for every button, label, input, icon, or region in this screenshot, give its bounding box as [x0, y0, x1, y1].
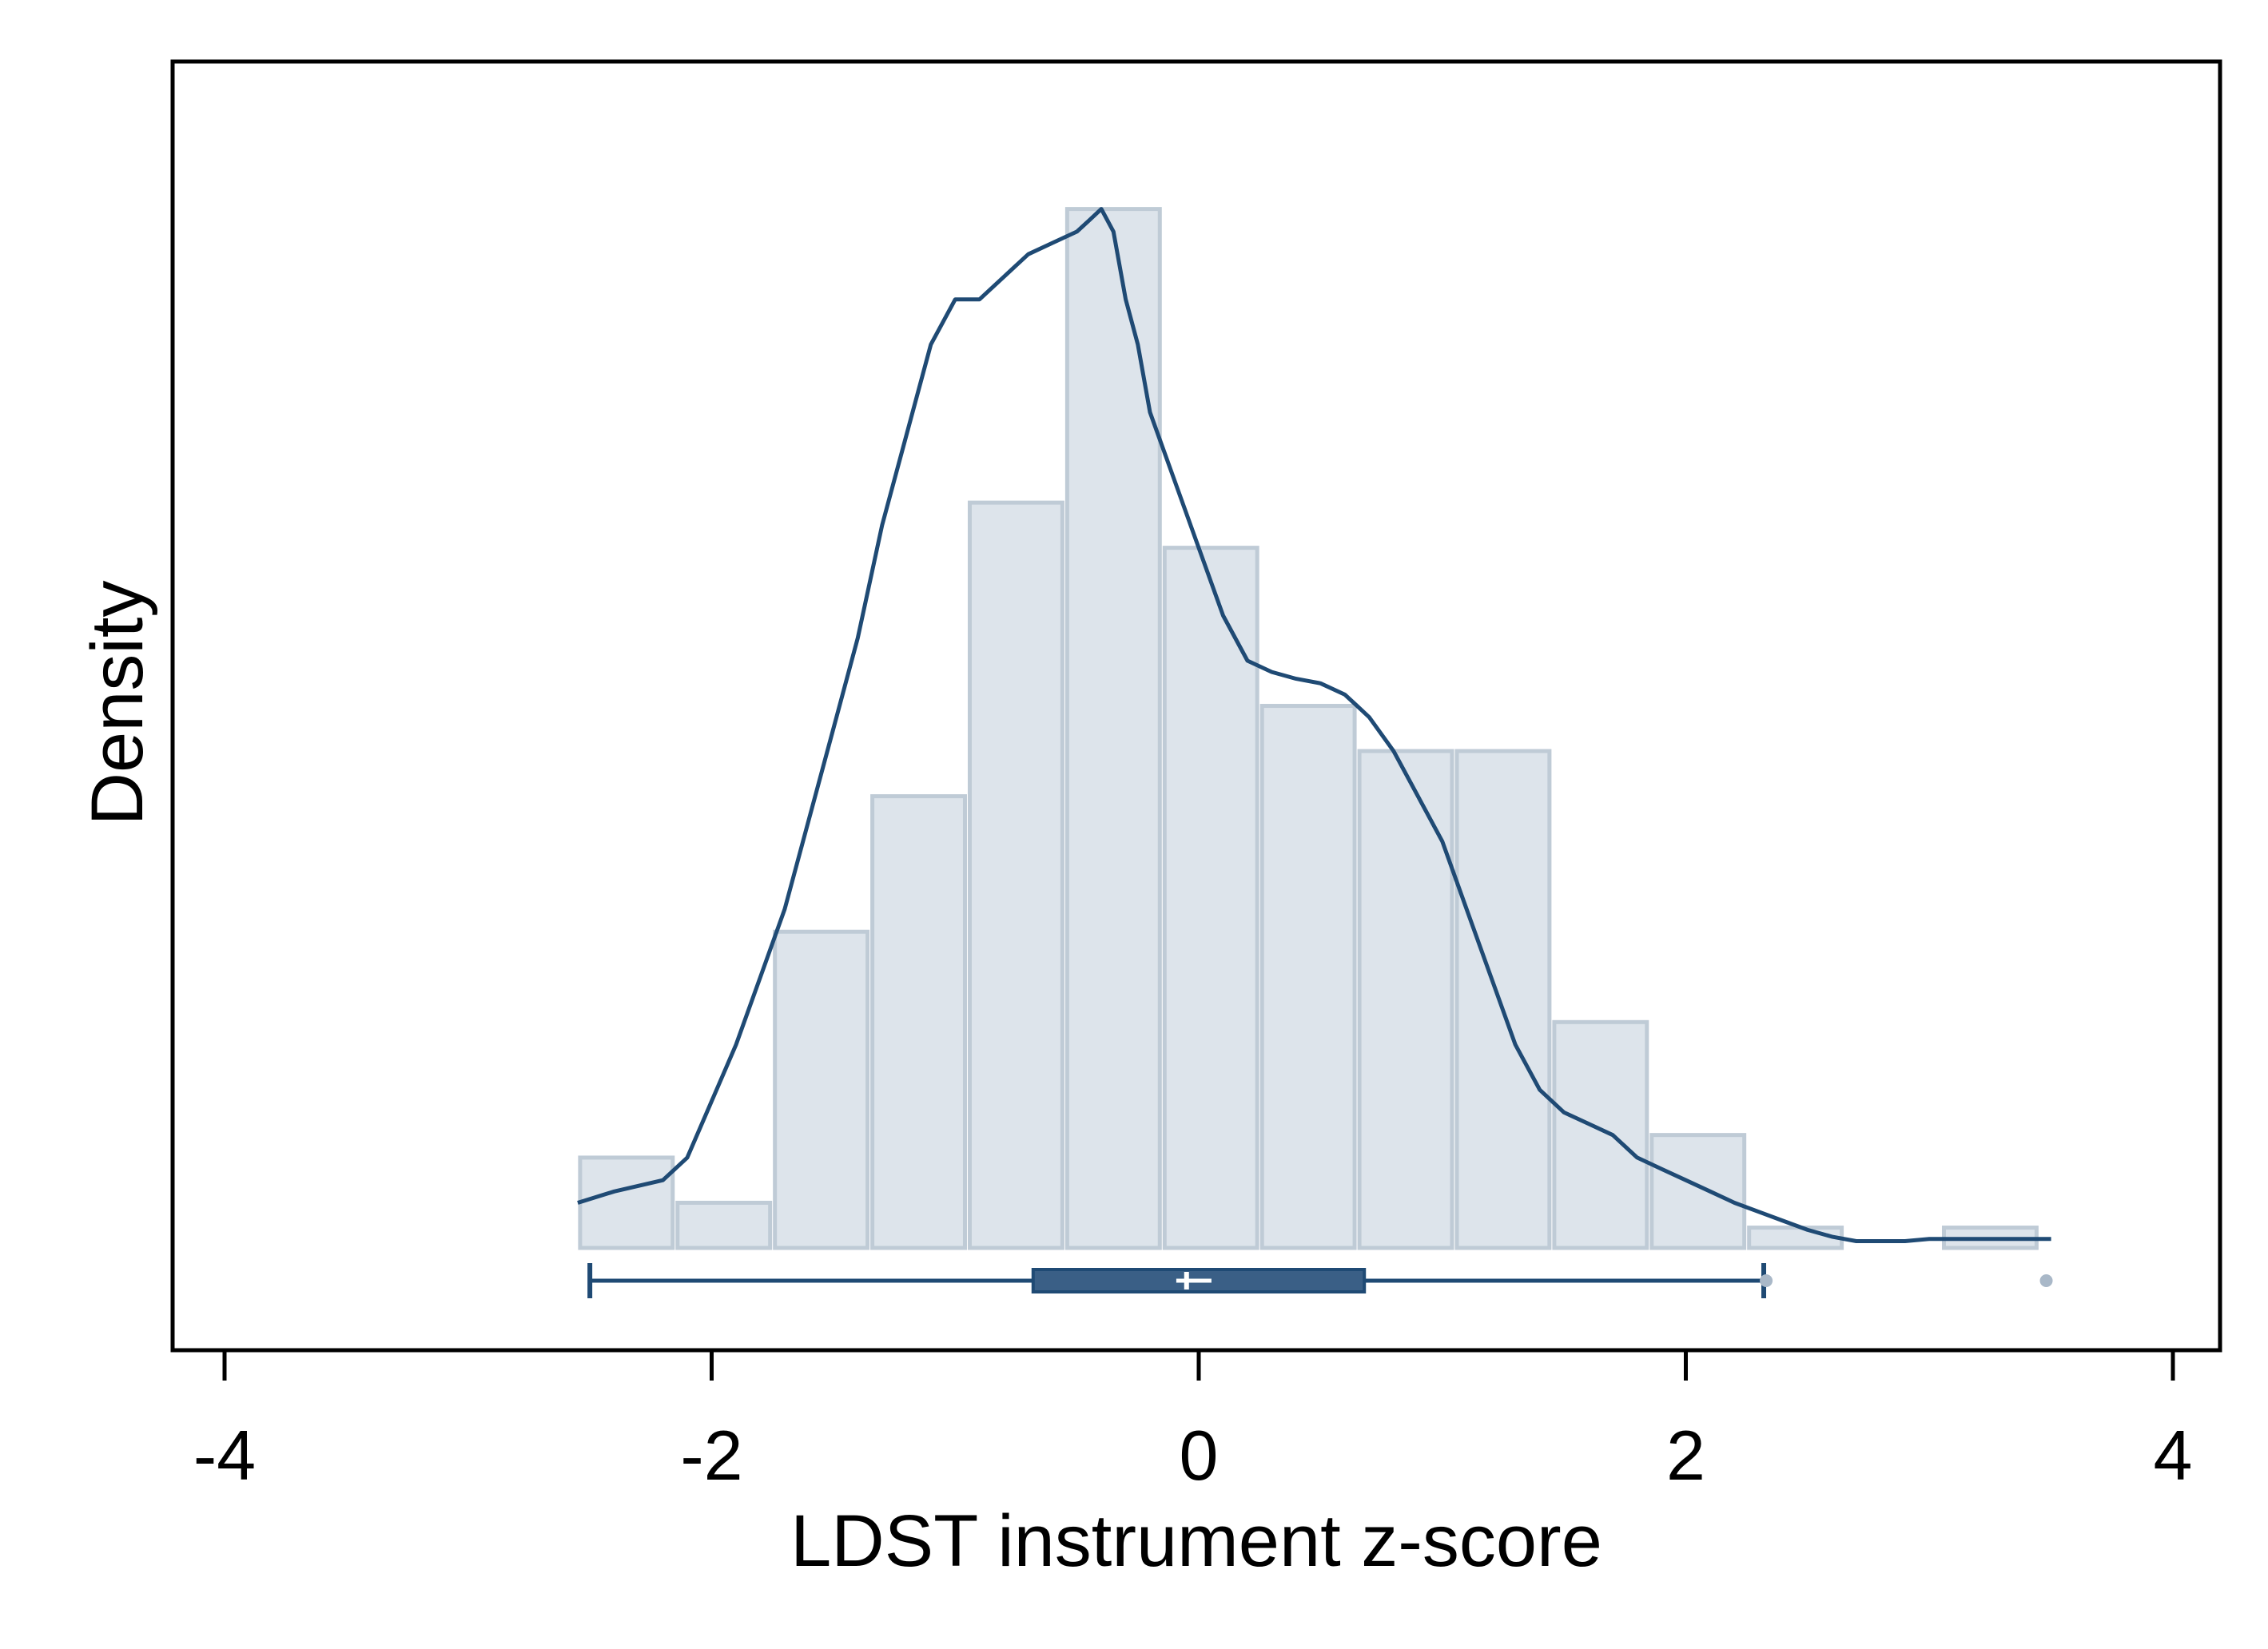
- histogram-bar: [1064, 207, 1162, 1250]
- outlier-point: [1760, 1274, 1773, 1287]
- outlier-point: [2039, 1274, 2053, 1287]
- histogram-bar: [1747, 1226, 1844, 1250]
- x-tick-label: 2: [1666, 1416, 1705, 1495]
- x-tick-label: 0: [1180, 1416, 1219, 1495]
- kde-line: [577, 207, 2051, 1243]
- x-axis: -4 -2 0 2 4: [171, 1348, 2222, 1495]
- boxplot: [587, 1263, 2053, 1298]
- histogram-bar: [1162, 546, 1259, 1250]
- histogram-bar: [967, 500, 1064, 1250]
- histogram-bar: [1259, 704, 1357, 1250]
- histogram-bar: [1357, 749, 1454, 1250]
- histogram-bar: [1454, 749, 1552, 1250]
- y-axis-title: Density: [77, 581, 158, 826]
- histogram-bars: [578, 207, 2039, 1250]
- density-curve-layer: [577, 207, 2051, 1243]
- x-tick-label: -2: [680, 1416, 742, 1495]
- x-tick-label: 4: [2154, 1416, 2193, 1495]
- histogram-bar: [1649, 1133, 1747, 1250]
- histogram-bar: [578, 1155, 675, 1250]
- x-axis-title: LDST instrument z-score: [790, 1500, 1602, 1582]
- histogram-bar: [675, 1200, 773, 1250]
- x-tick-label: -4: [193, 1416, 256, 1495]
- histogram-bar: [1552, 1019, 1649, 1250]
- histogram-bar: [773, 929, 870, 1250]
- histogram-bar: [870, 794, 967, 1250]
